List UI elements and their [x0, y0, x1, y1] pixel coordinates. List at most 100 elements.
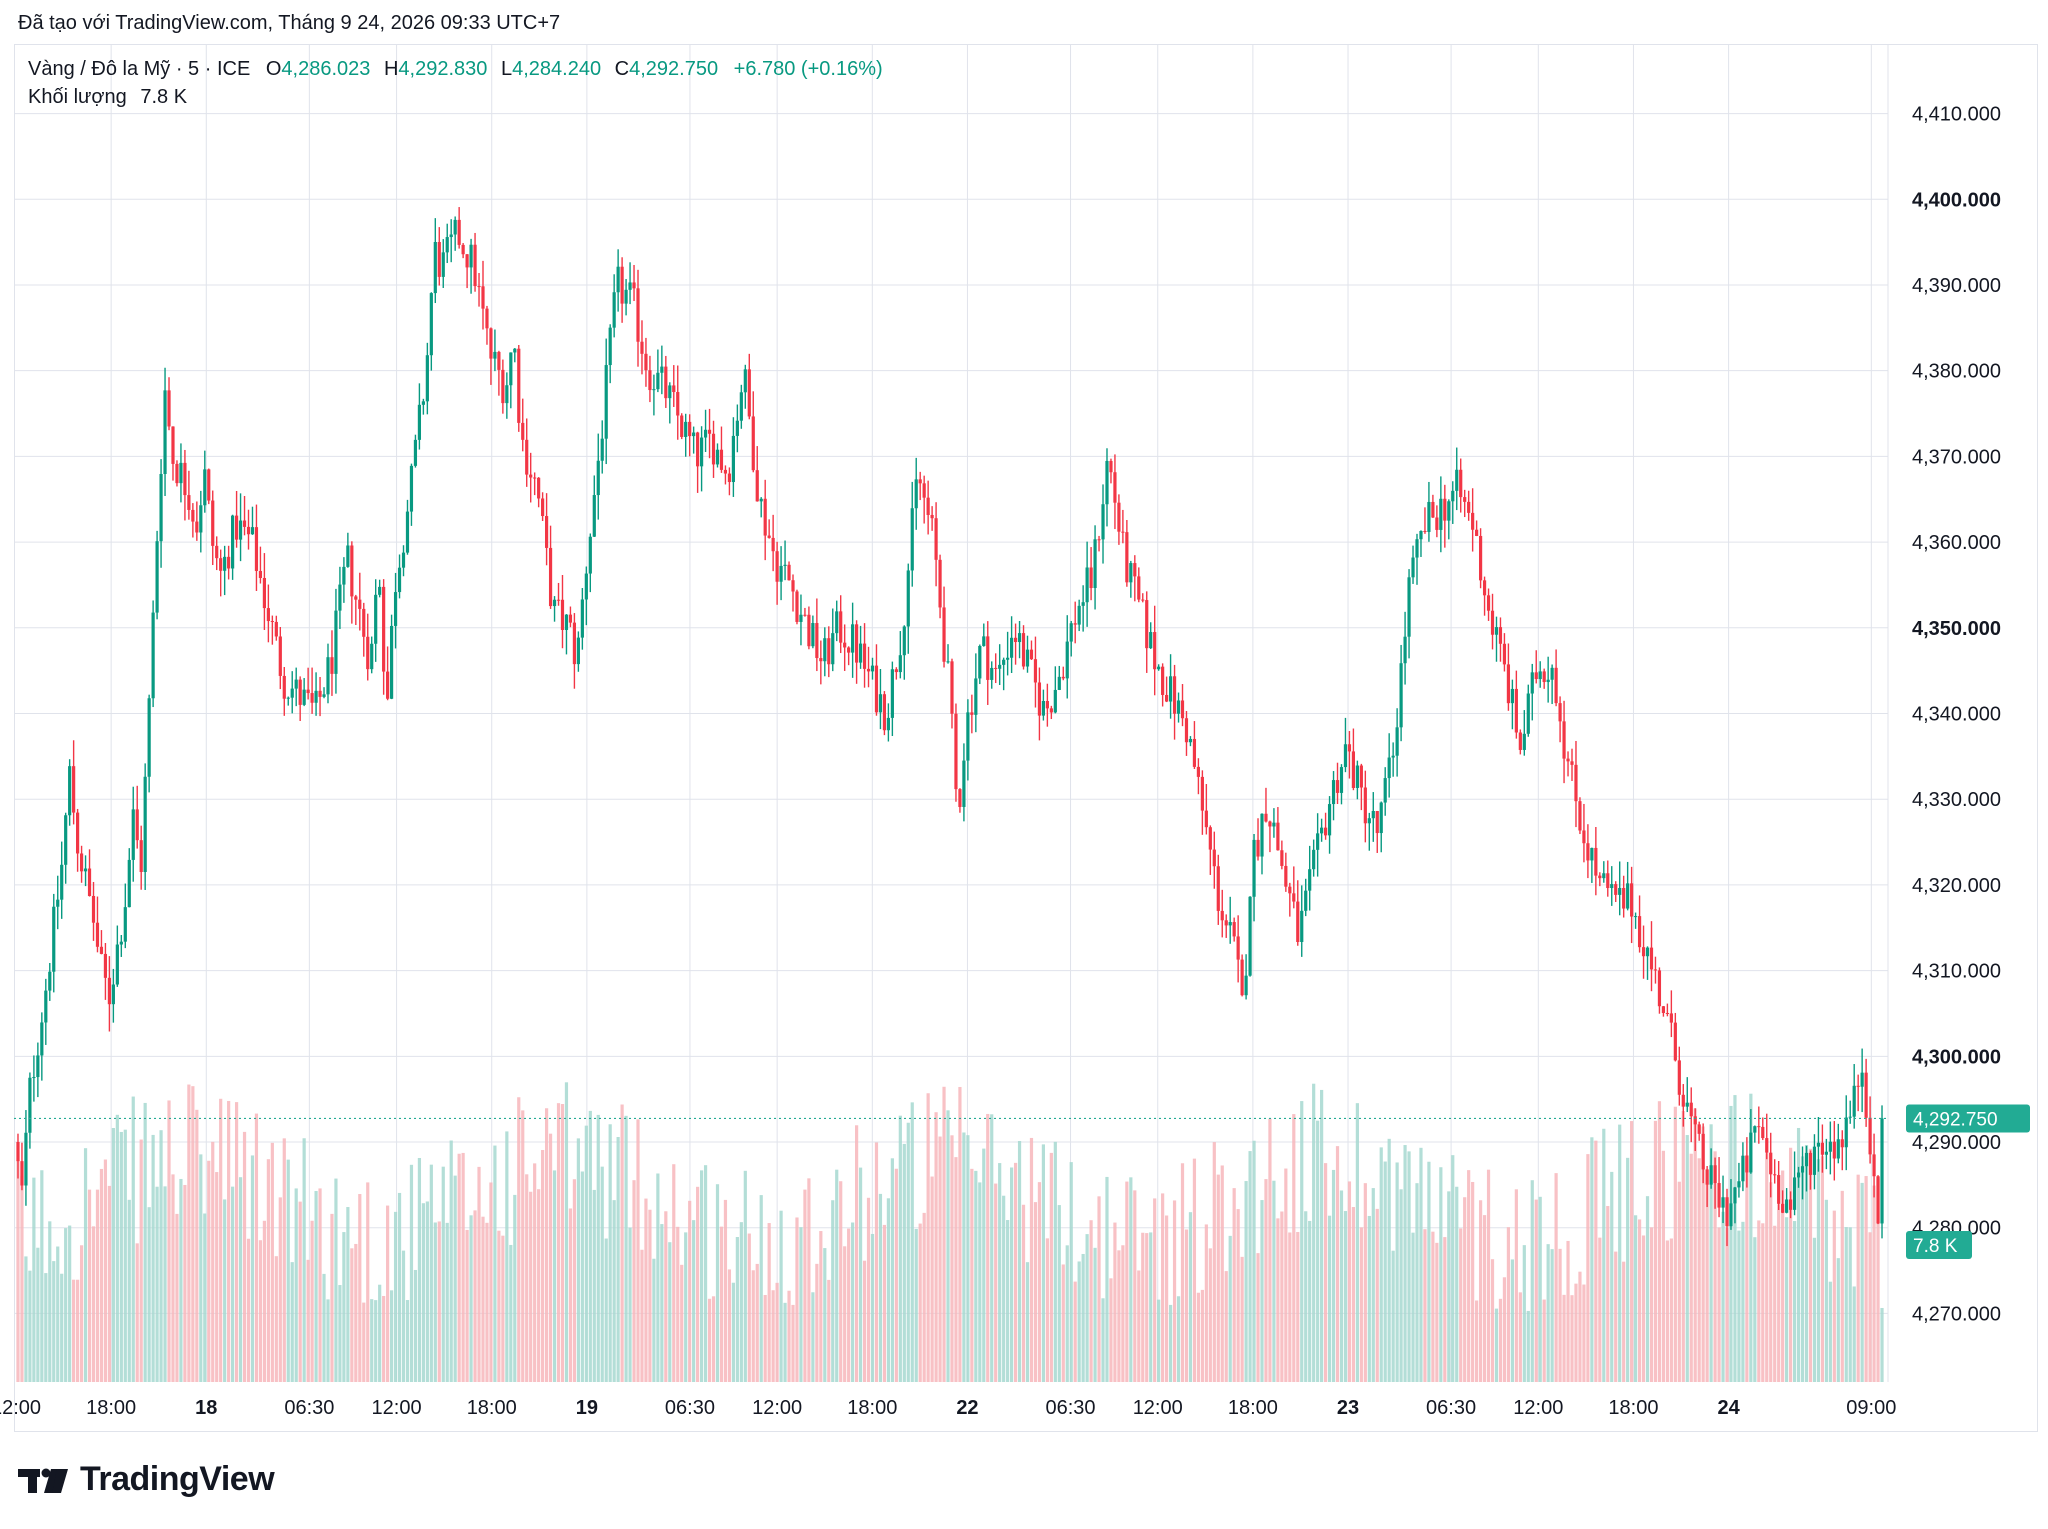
candle-body — [1478, 535, 1483, 581]
volume-bar — [918, 1223, 922, 1382]
candle-body — [544, 516, 549, 548]
candle-body — [1880, 1118, 1884, 1224]
candle-body — [1586, 843, 1590, 861]
volume-bar — [1268, 1118, 1272, 1382]
volume-bar — [1804, 1145, 1809, 1382]
candle-body — [1836, 1139, 1840, 1159]
candle-body — [1208, 827, 1212, 850]
volume-bar — [314, 1191, 318, 1382]
volume-bar — [441, 1166, 445, 1382]
candle-body — [723, 469, 728, 474]
candle-body — [910, 508, 914, 571]
candle-body — [16, 1142, 20, 1162]
candle-body — [199, 505, 203, 533]
volume-bar — [32, 1177, 36, 1382]
volume-bar — [1033, 1202, 1038, 1382]
candle-body — [1021, 633, 1026, 667]
candle-body — [815, 623, 819, 659]
volume-legend[interactable]: Khối lượng 7.8 K — [28, 86, 187, 109]
volume-bar — [1725, 1227, 1729, 1382]
volume-bar — [413, 1269, 418, 1382]
candle-body — [1645, 947, 1650, 957]
tradingview-logo-icon — [18, 1468, 68, 1493]
candle-body — [608, 327, 612, 366]
candle-body — [195, 521, 199, 533]
volume-bar — [1085, 1234, 1089, 1382]
volume-bar — [1455, 1186, 1459, 1382]
candle-body — [1661, 1006, 1666, 1013]
candle-body — [902, 626, 906, 656]
volume-bar — [1789, 1147, 1793, 1382]
candle-body — [835, 611, 839, 634]
candle-body — [1097, 539, 1101, 541]
candles — [16, 207, 1884, 1247]
time-axis[interactable]: 12:00 18:00 18 06:30 12:00 18:00 19 06:30 12:00 1… — [0, 1397, 1896, 1419]
candle-body — [620, 266, 624, 304]
candle-body — [1224, 920, 1228, 926]
volume-bar — [1053, 1141, 1057, 1382]
volume-bar — [219, 1098, 223, 1382]
candle-body — [1161, 666, 1165, 695]
candle-body — [48, 971, 52, 991]
candle-body — [1562, 721, 1566, 759]
volume-bar — [91, 1226, 96, 1382]
volume-bar — [874, 1142, 879, 1382]
volume-bar — [1371, 1188, 1375, 1382]
candle-body — [779, 565, 783, 582]
candle-body — [1312, 849, 1316, 870]
volume-bar — [1025, 1262, 1030, 1382]
volume-bar — [696, 1186, 700, 1382]
candle-body — [1407, 577, 1411, 637]
volume-bar — [1761, 1223, 1765, 1382]
candle-body — [1673, 1022, 1677, 1061]
volume-bar — [1494, 1308, 1499, 1382]
candle-body — [1296, 901, 1300, 942]
candle-body — [1669, 1013, 1673, 1023]
candle-body — [541, 498, 545, 517]
candle-body — [529, 474, 533, 478]
time-tick-label: 06:30 — [1426, 1397, 1476, 1419]
volume-bar — [604, 1238, 608, 1382]
volume-bar — [958, 1086, 962, 1382]
volume-bar — [191, 1086, 195, 1382]
time-tick-label: 18:00 — [467, 1397, 517, 1419]
volume-bar — [1582, 1284, 1586, 1382]
volume-bar — [513, 1194, 517, 1382]
volume-badge — [1906, 1231, 1972, 1259]
candle-body — [688, 421, 692, 437]
candle-body — [596, 460, 600, 496]
tradingview-logo[interactable]: TradingView — [18, 1460, 275, 1499]
price-axis[interactable]: 4,270.0004,280.0004,290.0004,300.0004,31… — [1912, 104, 2001, 1326]
volume-bar — [847, 1228, 851, 1382]
volume-bar — [274, 1256, 278, 1382]
volume-bar — [1145, 1233, 1149, 1382]
volume-bar — [36, 1247, 40, 1382]
volume-bar — [48, 1221, 52, 1382]
candle-body — [1268, 821, 1272, 827]
candle-body — [203, 469, 207, 506]
candle-body — [103, 953, 108, 978]
volume-bar — [231, 1186, 235, 1382]
volume-bar — [1606, 1206, 1610, 1382]
candle-body — [1510, 688, 1514, 704]
candle-body — [1284, 865, 1288, 887]
volume-bar — [1475, 1300, 1479, 1382]
volume-bar — [1637, 1219, 1642, 1382]
volume-bar — [1013, 1162, 1018, 1382]
volume-bar — [962, 1132, 966, 1382]
volume-bar — [529, 1191, 533, 1382]
ohlc-legend[interactable]: Vàng / Đô la Mỹ · 5 · ICE O4,286.023 H4,… — [28, 58, 883, 81]
candle-body — [847, 647, 851, 653]
volume-bar — [1204, 1224, 1208, 1382]
candle-body — [1526, 693, 1530, 734]
volume-bar — [1844, 1227, 1848, 1382]
candle-body — [1757, 1126, 1761, 1128]
symbol-label[interactable]: Vàng / Đô la Mỹ · 5 · ICE — [28, 58, 251, 80]
volume-bar — [1248, 1151, 1252, 1382]
candle-body — [1482, 580, 1487, 596]
candle-body — [1085, 567, 1089, 603]
volume-bar — [433, 1222, 437, 1382]
volume-bar — [246, 1238, 251, 1382]
candle-body — [1367, 818, 1371, 824]
